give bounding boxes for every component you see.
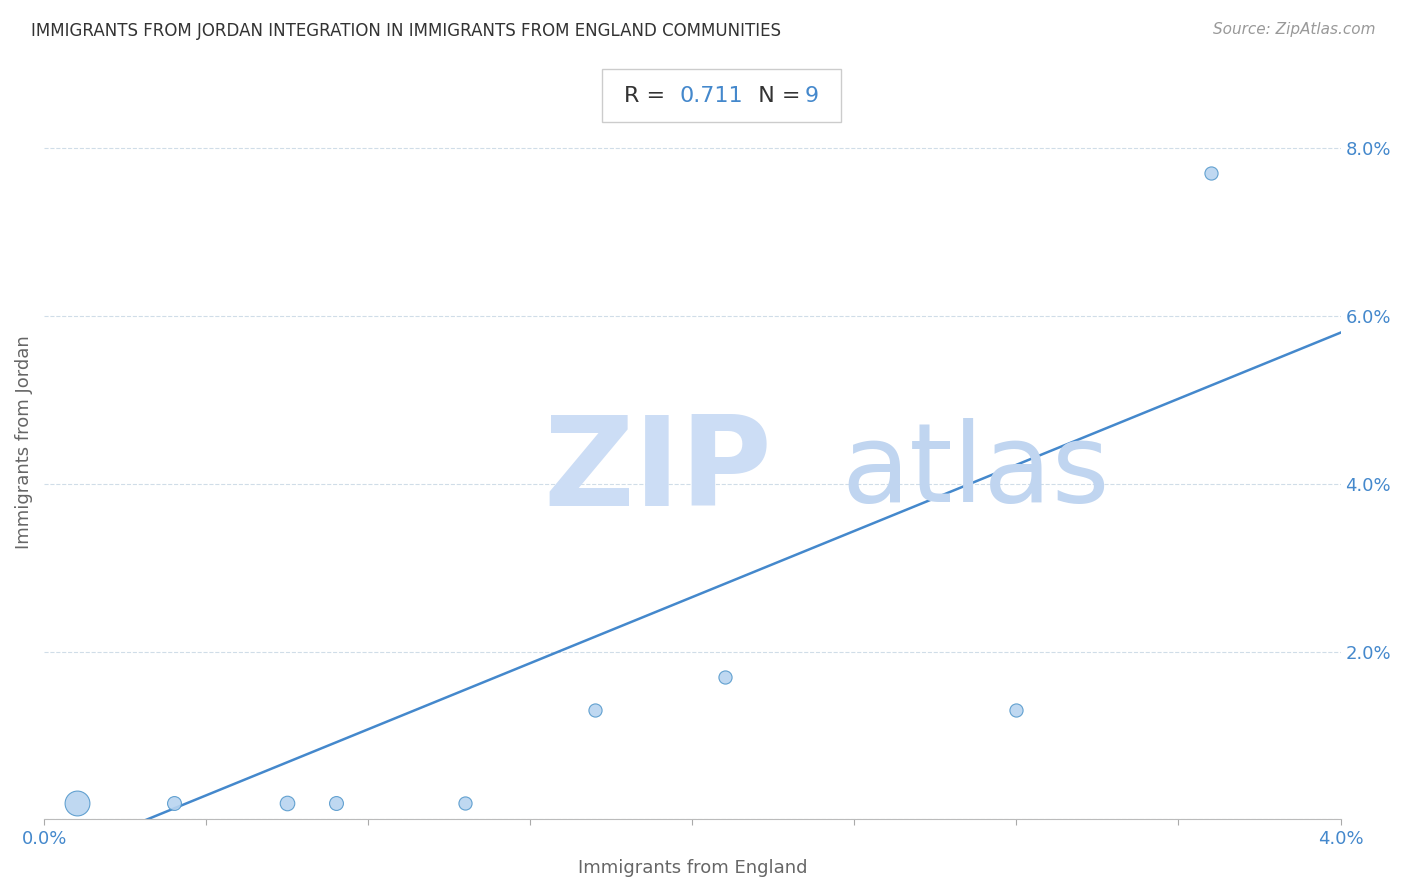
Point <box>163 796 186 810</box>
Point <box>325 796 347 810</box>
Text: N =: N = <box>744 86 808 106</box>
Text: 0.711: 0.711 <box>679 86 742 106</box>
Text: atlas: atlas <box>841 418 1109 525</box>
Text: IMMIGRANTS FROM JORDAN INTEGRATION IN IMMIGRANTS FROM ENGLAND COMMUNITIES: IMMIGRANTS FROM JORDAN INTEGRATION IN IM… <box>31 22 780 40</box>
Point <box>713 670 735 684</box>
Point <box>454 796 477 810</box>
Point <box>1199 166 1222 180</box>
Point <box>276 796 298 810</box>
Y-axis label: Immigrants from Jordan: Immigrants from Jordan <box>15 334 32 549</box>
FancyBboxPatch shape <box>602 70 841 122</box>
Text: Source: ZipAtlas.com: Source: ZipAtlas.com <box>1212 22 1375 37</box>
X-axis label: Immigrants from England: Immigrants from England <box>578 859 807 877</box>
Text: R =: R = <box>624 86 672 106</box>
Point <box>583 703 606 717</box>
Text: ZIP: ZIP <box>543 411 772 533</box>
Point <box>65 796 87 810</box>
Point <box>1005 703 1028 717</box>
Text: 9: 9 <box>806 86 820 106</box>
